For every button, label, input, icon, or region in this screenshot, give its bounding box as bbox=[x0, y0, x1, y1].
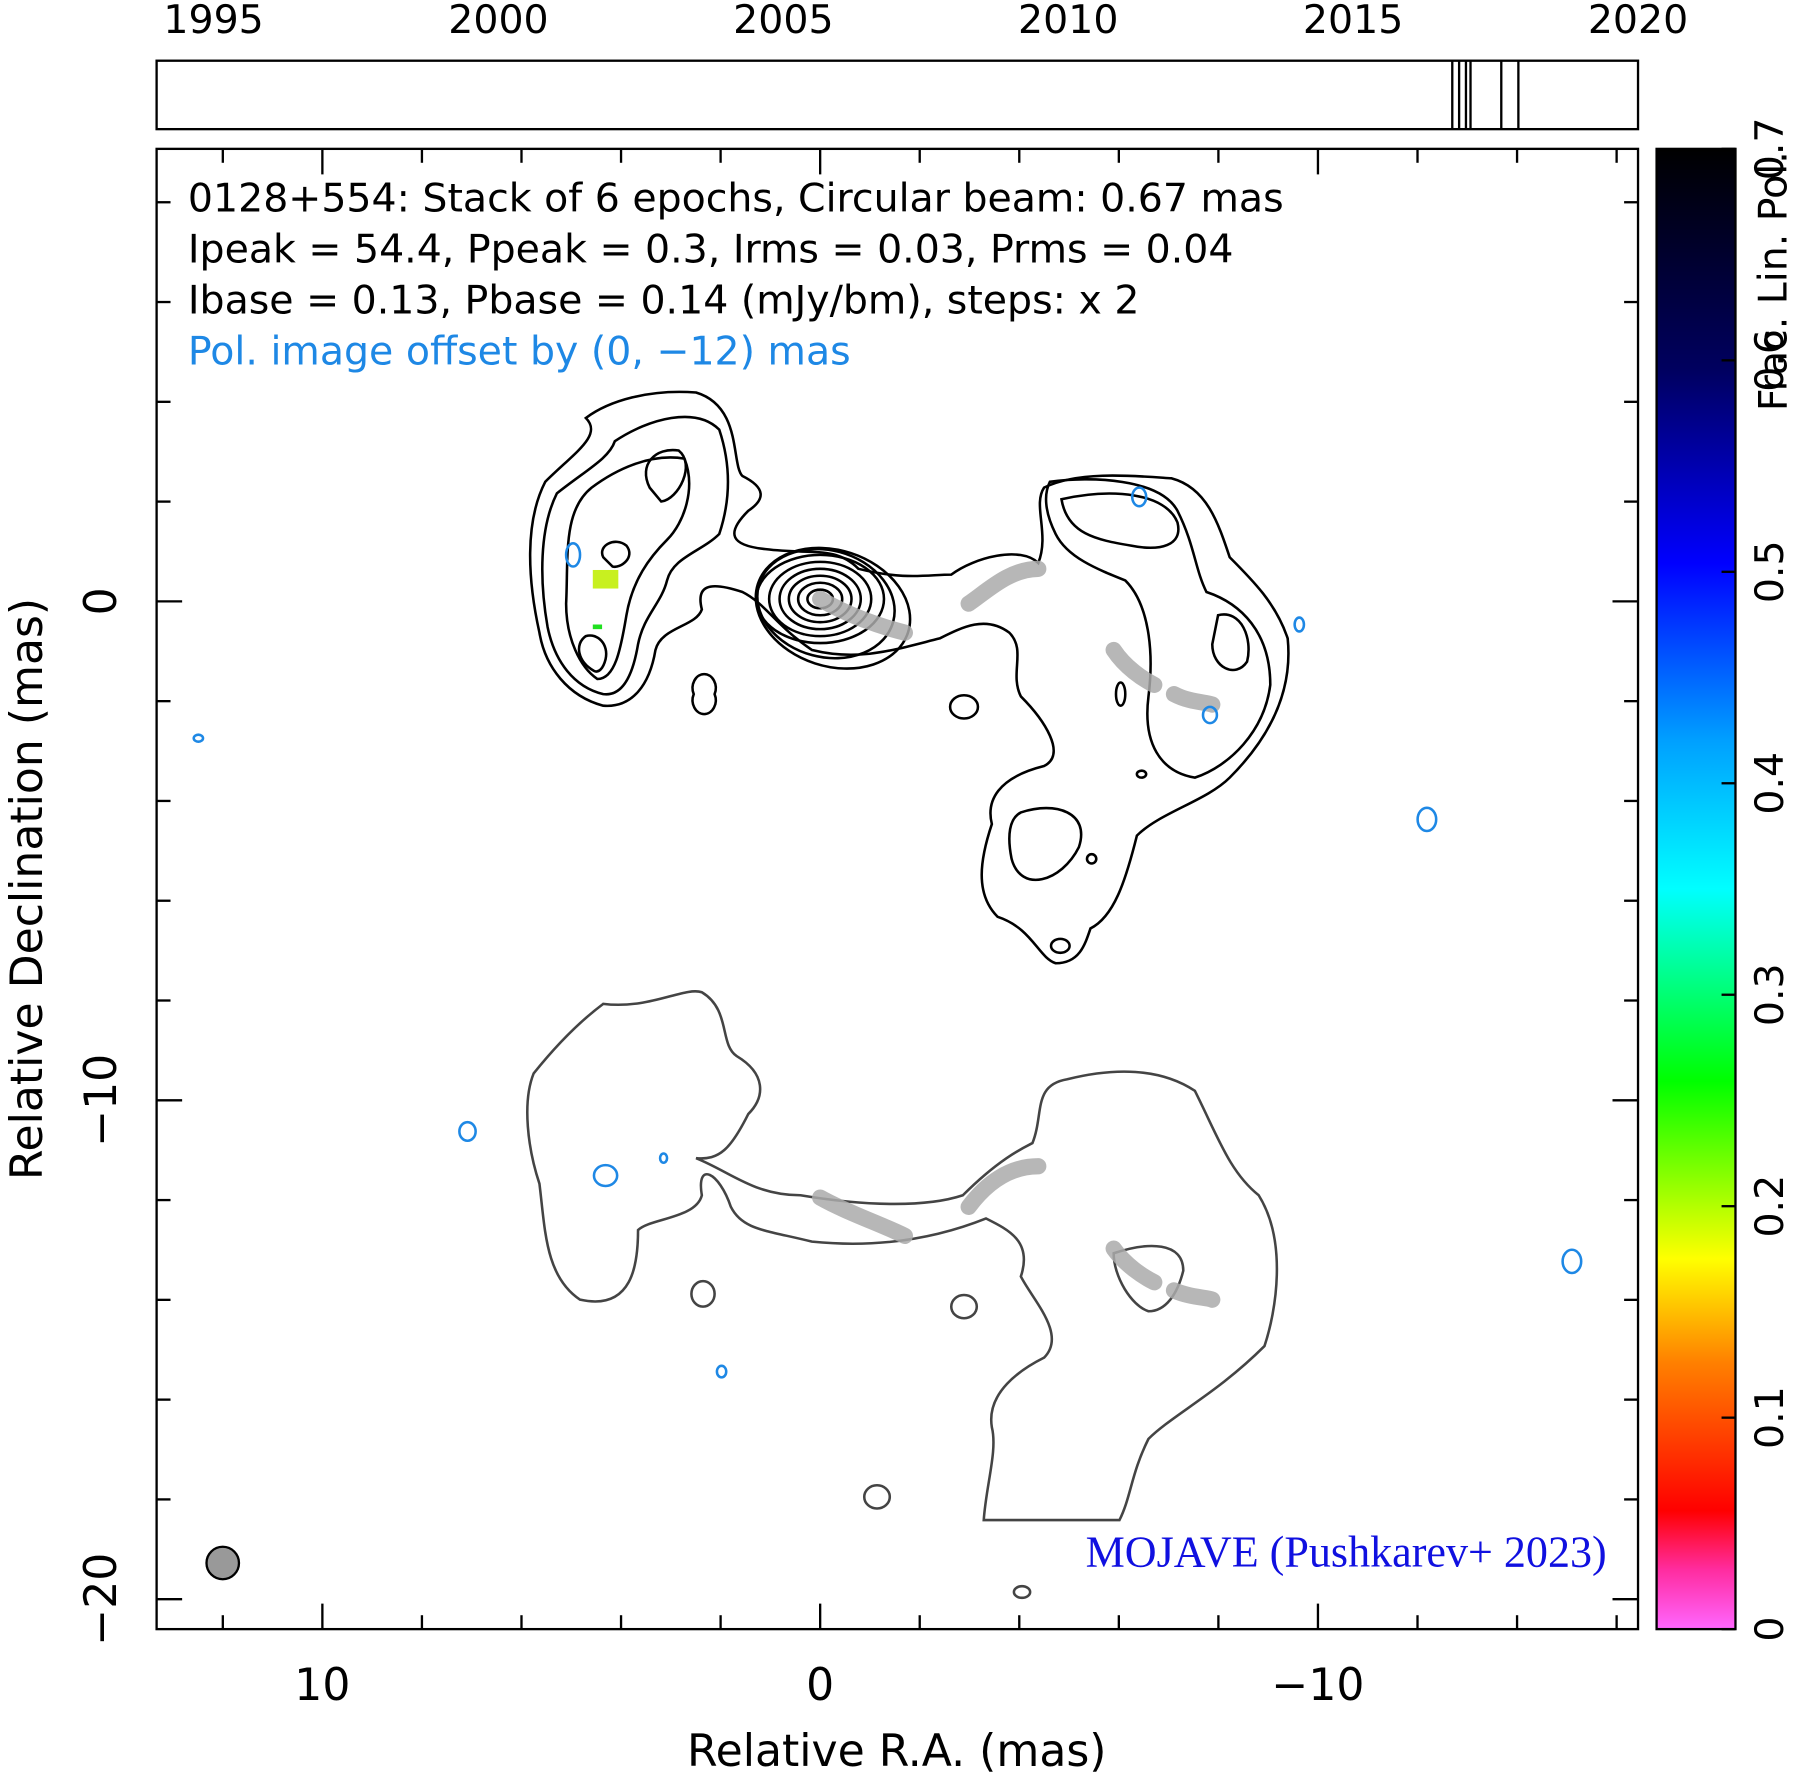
timeline-tick-label: 2020 bbox=[1588, 0, 1688, 43]
polarization-contours bbox=[526, 990, 1279, 1600]
y-tick-label: 0 bbox=[76, 587, 127, 615]
timeline-tick-label: 2000 bbox=[448, 0, 548, 43]
x-tick-label: 0 bbox=[806, 1660, 834, 1711]
timeline-tick-label: 2015 bbox=[1303, 0, 1403, 43]
colorbar-tick-label: 0.2 bbox=[1747, 1175, 1793, 1238]
colorbar-tick-label: 0.3 bbox=[1747, 963, 1793, 1026]
y-axis-label: Relative Declination (mas) bbox=[2, 598, 53, 1180]
subtitle: Ibase = 0.13, Pbase = 0.14 (mJy/bm), ste… bbox=[188, 278, 1140, 324]
colorbar-tick-label: 0.5 bbox=[1747, 540, 1793, 603]
ridge-lines bbox=[812, 560, 1221, 1308]
timeline-tick-label: 2010 bbox=[1018, 0, 1118, 43]
colorbar-tick-label: 0.6 bbox=[1747, 329, 1793, 392]
colorbar-tick-label: 0.1 bbox=[1747, 1386, 1793, 1449]
low-pol-contours bbox=[192, 486, 1583, 1379]
timeline-tick-label: 1995 bbox=[163, 0, 263, 43]
subtitle: Ipeak = 54.4, Ppeak = 0.3, Irms = 0.03, … bbox=[188, 227, 1234, 273]
y-tick-label: −20 bbox=[76, 1553, 127, 1646]
colorbar-tick-label: 0.7 bbox=[1747, 118, 1793, 181]
timeline-box bbox=[155, 59, 1640, 131]
pol-pixel bbox=[592, 569, 619, 589]
plot-frame bbox=[155, 147, 1640, 1631]
pol-pixel bbox=[592, 624, 603, 630]
y-tick-label: −10 bbox=[76, 1054, 127, 1147]
x-tick-label: 10 bbox=[294, 1660, 350, 1711]
beam bbox=[205, 1545, 241, 1581]
colorbar-label: Frac. Lin. Pol. bbox=[1751, 151, 1797, 411]
x-axis-label: Relative R.A. (mas) bbox=[687, 1726, 1107, 1777]
stokes-i-contours bbox=[528, 390, 1290, 965]
credit: MOJAVE (Pushkarev+ 2023) bbox=[1086, 1527, 1607, 1576]
colorbar-tick-label: 0.4 bbox=[1747, 752, 1793, 815]
colorbar bbox=[1655, 147, 1737, 1631]
x-tick-label: −10 bbox=[1271, 1660, 1364, 1711]
title: 0128+554: Stack of 6 epochs, Circular be… bbox=[188, 176, 1284, 222]
colorbar-tick-label: 0 bbox=[1747, 1617, 1793, 1642]
timeline-tick-label: 2005 bbox=[733, 0, 833, 43]
pol-note: Pol. image offset by (0, −12) mas bbox=[188, 329, 851, 375]
